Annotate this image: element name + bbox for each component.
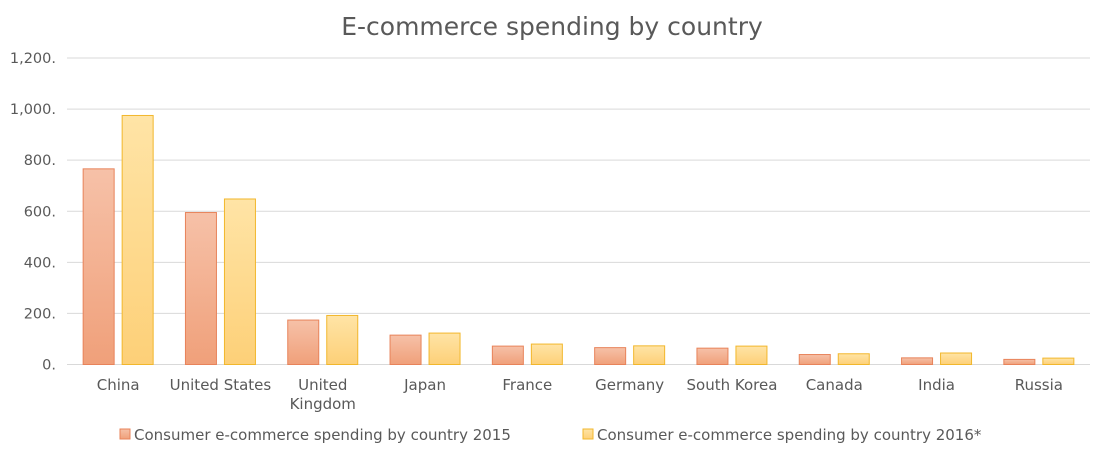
y-tick-label: 200.	[24, 306, 56, 322]
x-tick-label: Germany	[595, 376, 664, 394]
x-tick-label: United States	[170, 376, 272, 394]
legend-label: Consumer e-commerce spending by country …	[134, 426, 511, 444]
legend-label: Consumer e-commerce spending by country …	[597, 426, 982, 444]
y-tick-label: 600.	[24, 204, 56, 220]
bar-series-2	[940, 352, 973, 366]
bar-series-1	[389, 334, 422, 365]
bar-series-1	[184, 212, 217, 365]
bar-series-1	[82, 168, 115, 365]
bar-series-2	[530, 343, 563, 366]
y-axis-ticks: 0. 200. 400. 600. 800. 1,000. 1,200.	[10, 51, 56, 374]
bar-series-2	[735, 345, 768, 365]
bars	[82, 114, 1075, 366]
x-tick-label: France	[502, 376, 552, 394]
x-tick-label: Japan	[403, 376, 446, 394]
bar-series-1	[1003, 358, 1036, 365]
bar-series-1	[798, 354, 831, 366]
bar-series-1	[696, 347, 729, 365]
x-tick-label: South Korea	[687, 376, 778, 394]
bar-series-2	[326, 314, 359, 365]
y-tick-label: 400.	[24, 255, 56, 271]
bar-series-1	[491, 345, 524, 365]
y-tick-label: 0.	[42, 358, 56, 374]
x-axis-categories: China United States United Kingdom Japan Fran…	[97, 376, 1063, 413]
y-tick-label: 1,000.	[10, 102, 56, 118]
legend-swatch	[582, 428, 594, 440]
bar-series-2	[121, 114, 154, 365]
x-tick-label: Russia	[1015, 376, 1063, 394]
bar-series-1	[901, 357, 934, 365]
bar-series-1	[594, 347, 627, 365]
y-tick-label: 1,200.	[10, 51, 56, 67]
x-tick-label: Canada	[806, 376, 863, 394]
bar-series-2	[223, 198, 256, 365]
chart-title: E-commerce spending by country	[341, 12, 763, 41]
x-tick-label: United Kingdom	[290, 376, 356, 413]
bar-series-2	[428, 332, 461, 365]
legend-swatch	[119, 428, 131, 440]
bar-series-1	[287, 319, 320, 365]
x-tick-label: China	[97, 376, 140, 394]
x-tick-label: India	[918, 376, 955, 394]
legend: Consumer e-commerce spending by country …	[119, 426, 982, 444]
y-tick-label: 800.	[24, 153, 56, 169]
bar-series-2	[837, 353, 870, 365]
gridlines	[67, 57, 1090, 365]
bar-series-2	[633, 345, 666, 365]
bar-series-2	[1042, 357, 1075, 366]
